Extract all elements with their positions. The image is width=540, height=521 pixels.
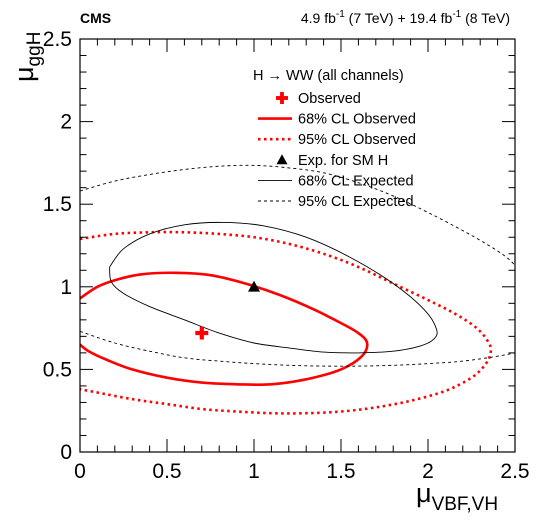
points-layer — [195, 280, 260, 340]
x-tick-label: 0 — [74, 460, 86, 483]
y-axis-title: μggH — [9, 32, 45, 82]
contour-95-cl-expected — [80, 164, 515, 266]
lumi-part-3: (8 TeV) — [461, 10, 510, 26]
legend-entry-68-cl-expected-label: 68% CL Expected — [298, 173, 414, 189]
plot-frame — [79, 38, 516, 453]
lumi-part-1: 4.9 fb — [301, 10, 336, 26]
legend-entry-95-cl-expected-label: 95% CL Expected — [298, 194, 414, 210]
contour-68-cl-expected — [109, 221, 438, 354]
legend-entry-68-cl-observed: 68% CL Observed — [258, 112, 416, 128]
legend-entry-observed-symbol — [276, 92, 288, 104]
x-axis-title: μVBF,VH — [416, 478, 498, 515]
lumi-part-2: (7 TeV) + 19.4 fb — [345, 10, 453, 26]
x-tick-label: 2.5 — [500, 460, 529, 483]
lumi-exponent-2: -1 — [452, 9, 461, 20]
x-tick-label: 1 — [248, 460, 260, 483]
x-tick-label: 2 — [422, 460, 434, 483]
legend-entry-68-cl-observed-label: 68% CL Observed — [298, 112, 416, 128]
x-tick-label: 1.5 — [326, 460, 355, 483]
legend: H → WW (all channels) Observed 68% CL Obse… — [253, 68, 416, 210]
x-axis-title-main: μ — [416, 478, 432, 508]
contour-95-cl-expected-lower — [80, 330, 515, 367]
legend-entry-68-cl-expected: 68% CL Expected — [258, 173, 414, 189]
contour-68-cl-observed — [80, 271, 369, 387]
legend-entry-95-cl-observed-label: 95% CL Observed — [298, 132, 416, 148]
y-tick-label: 1 — [60, 276, 72, 299]
legend-entry-exp-for-sm-h-label: Exp. for SM H — [298, 153, 388, 169]
expected-sm-marker — [248, 280, 260, 292]
legend-entry-exp-for-sm-h: Exp. for SM H — [276, 153, 388, 169]
axes-layer — [79, 38, 516, 453]
y-axis-title-main: μ — [9, 66, 39, 82]
contours-layer — [80, 164, 515, 415]
legend-header: H → WW (all channels) — [253, 68, 404, 84]
legend-entry-95-cl-expected: 95% CL Expected — [258, 194, 414, 210]
y-tick-label: 2.5 — [43, 28, 72, 51]
y-tick-label: 0.5 — [43, 358, 72, 381]
legend-entry-observed: Observed — [276, 91, 361, 107]
contour-95-cl-observed — [80, 230, 493, 415]
y-tick-label: 0 — [60, 441, 72, 464]
y-axis-title-sub: ggH — [24, 32, 45, 67]
y-tick-label: 2 — [60, 111, 72, 134]
legend-entry-observed-label: Observed — [298, 91, 361, 107]
y-tick-label: 1.5 — [43, 193, 72, 216]
legend-entry-exp-for-sm-h-symbol — [276, 154, 288, 165]
legend-entry-95-cl-observed: 95% CL Observed — [258, 132, 416, 148]
x-tick-label: 0.5 — [152, 460, 181, 483]
x-axis-title-sub: VBF,VH — [432, 494, 499, 515]
lumi-exponent-1: -1 — [336, 9, 345, 20]
luminosity-label: 4.9 fb-1 (7 TeV) + 19.4 fb-1 (8 TeV) — [301, 9, 510, 26]
observed-best-fit-marker — [195, 326, 209, 340]
tick-labels-layer: 0 0.5 1 1.5 2 2.5 0 0.5 1 1.5 2 2.5 — [43, 28, 530, 483]
experiment-label: CMS — [80, 10, 111, 26]
